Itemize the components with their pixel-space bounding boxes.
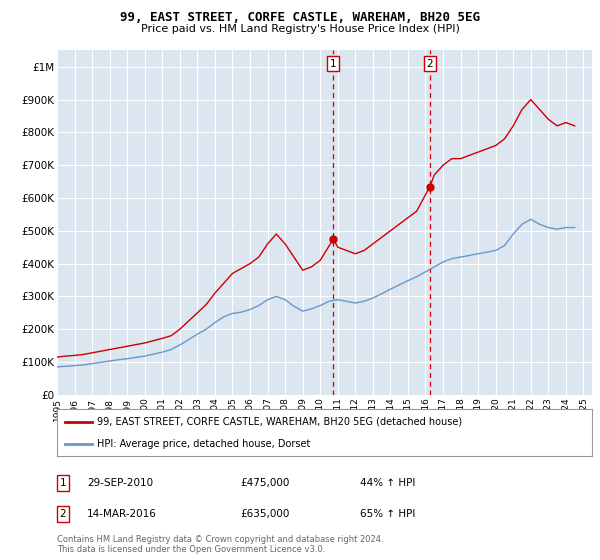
- Text: 99, EAST STREET, CORFE CASTLE, WAREHAM, BH20 5EG (detached house): 99, EAST STREET, CORFE CASTLE, WAREHAM, …: [97, 417, 462, 427]
- Text: 14-MAR-2016: 14-MAR-2016: [87, 509, 157, 519]
- Text: £635,000: £635,000: [240, 509, 289, 519]
- Text: 65% ↑ HPI: 65% ↑ HPI: [360, 509, 415, 519]
- Text: 99, EAST STREET, CORFE CASTLE, WAREHAM, BH20 5EG: 99, EAST STREET, CORFE CASTLE, WAREHAM, …: [120, 11, 480, 24]
- Text: Price paid vs. HM Land Registry's House Price Index (HPI): Price paid vs. HM Land Registry's House …: [140, 24, 460, 34]
- Text: 29-SEP-2010: 29-SEP-2010: [87, 478, 153, 488]
- Text: 2: 2: [59, 509, 67, 519]
- Text: 1: 1: [59, 478, 67, 488]
- Text: 2: 2: [427, 59, 433, 68]
- Text: HPI: Average price, detached house, Dorset: HPI: Average price, detached house, Dors…: [97, 438, 311, 449]
- Text: Contains HM Land Registry data © Crown copyright and database right 2024.
This d: Contains HM Land Registry data © Crown c…: [57, 535, 383, 554]
- Text: 44% ↑ HPI: 44% ↑ HPI: [360, 478, 415, 488]
- Text: £475,000: £475,000: [240, 478, 289, 488]
- Text: 1: 1: [330, 59, 337, 68]
